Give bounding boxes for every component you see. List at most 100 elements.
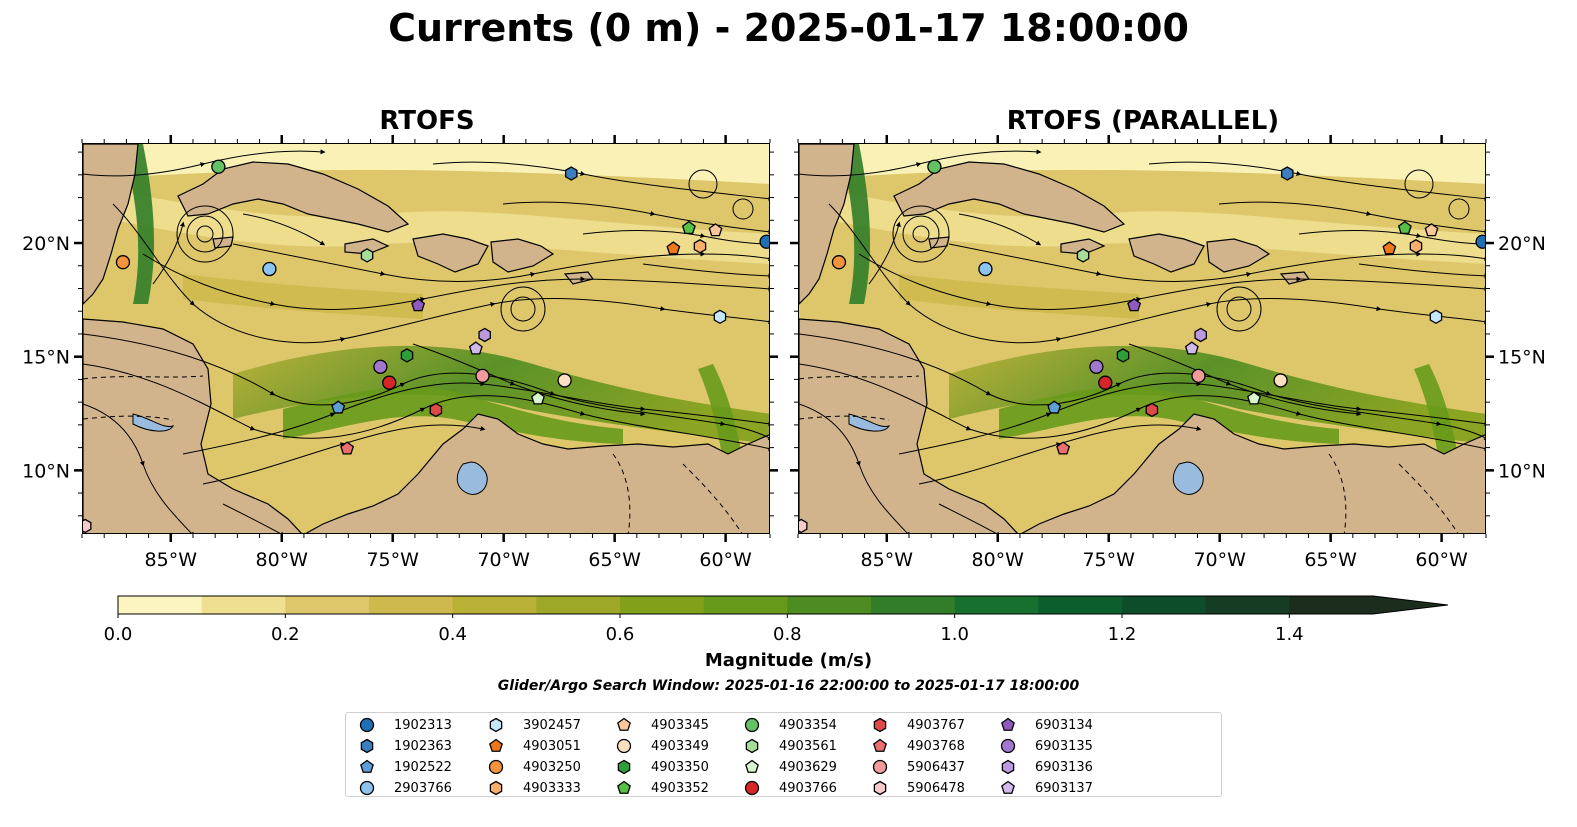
float-marker-5906478 (83, 518, 92, 533)
land-mass (799, 318, 1018, 533)
country-border (612, 453, 631, 533)
legend-entry-6903137: 6903137 (999, 778, 1093, 798)
colorbar-tick-label: 0.0 (103, 624, 133, 645)
figure-title: Currents (0 m) - 2025-01-17 18:00:00 (388, 6, 1189, 50)
float-legend: 1902313 1902363 1902522 2903766 3902457 49030… (345, 712, 1222, 797)
lon-tick-label: 85°W (861, 549, 914, 571)
legend-label: 4903350 (651, 759, 709, 775)
circle-icon (616, 738, 632, 754)
colorbar-segment (369, 596, 454, 614)
current-speed-band (83, 184, 769, 264)
lat-tick-label: 15°N (1498, 347, 1546, 369)
lon-tick-label: 75°W (366, 549, 419, 571)
float-marker-1902363 (564, 166, 578, 181)
eddy-streamline (196, 225, 214, 243)
legend-label: 4903333 (523, 780, 581, 796)
streamline (799, 403, 911, 533)
float-marker-6903137 (1184, 341, 1199, 355)
legend-entry-4903350: 4903350 (615, 757, 709, 777)
legend-label: 3902457 (523, 717, 581, 733)
land-mass (344, 238, 390, 255)
hexagon-icon (360, 738, 374, 754)
streamline (1218, 201, 1485, 235)
lon-tick-label: 85°W (145, 549, 198, 571)
streamline (412, 343, 646, 417)
colorbar (117, 595, 1449, 618)
legend-label: 4903766 (779, 780, 837, 796)
float-marker-6903134 (1127, 298, 1142, 312)
streamline (432, 161, 769, 202)
streamline (958, 213, 1042, 246)
lon-tick-label: 65°W (1304, 549, 1357, 571)
lon-tick-label: 75°W (1082, 549, 1135, 571)
legend-entry-4903767: 4903767 (871, 715, 965, 735)
float-marker-4903250 (115, 255, 131, 270)
colorbar-tick-label: 0.4 (438, 624, 467, 645)
legend-label: 1902313 (394, 717, 452, 733)
float-marker-6903135 (373, 359, 388, 374)
colorbar-segment (1205, 596, 1290, 614)
float-marker-3902457 (713, 309, 727, 325)
float-marker-4903768 (340, 441, 355, 455)
float-marker-4903350 (1116, 348, 1130, 363)
float-marker-1902313 (1475, 234, 1485, 249)
colorbar-segment (954, 596, 1039, 614)
legend-entry-4903051: 4903051 (487, 736, 581, 756)
legend-label: 1902522 (394, 759, 452, 775)
legend-entry-4903250: 4903250 (487, 757, 581, 777)
float-marker-6903134 (411, 298, 426, 312)
circle-icon (744, 780, 760, 796)
streamline (582, 229, 769, 247)
map-panel-rtofs (82, 143, 770, 534)
float-marker-5906437 (475, 368, 490, 384)
lon-tick-label: 80°W (256, 549, 309, 571)
pentagon-icon (360, 759, 374, 773)
legend-label: 6903134 (1035, 717, 1093, 733)
float-marker-4903333 (1409, 239, 1423, 254)
lon-tick-label: 60°W (699, 549, 752, 571)
lon-tick-label: 70°W (477, 549, 530, 571)
float-marker-4903345 (1424, 223, 1439, 237)
legend-label: 4903345 (651, 717, 709, 733)
colorbar-segment (1038, 596, 1123, 614)
hexagon-icon (1001, 759, 1015, 775)
eddy-streamline (892, 205, 950, 263)
legend-label: 4903767 (907, 717, 965, 733)
streamline (1128, 343, 1362, 417)
current-speed-band (123, 144, 155, 304)
eddy-streamline (912, 225, 930, 243)
streamline (799, 149, 1042, 177)
float-marker-6903135 (1089, 359, 1104, 374)
float-marker-1902522 (331, 400, 346, 414)
circle-icon (1000, 738, 1016, 754)
legend-entry-5906437: 5906437 (871, 757, 965, 777)
float-marker-2903766 (978, 261, 993, 277)
eddy-streamline (1216, 286, 1262, 332)
legend-entry-6903135: 6903135 (999, 736, 1093, 756)
eddy-streamline (732, 198, 754, 220)
hexagon-icon (873, 780, 887, 796)
lon-tick-label: 65°W (588, 549, 641, 571)
country-border (682, 463, 743, 533)
legend-entry-6903134: 6903134 (999, 715, 1093, 735)
eddy-streamline (510, 296, 536, 322)
float-marker-4903333 (693, 239, 707, 254)
circle-icon (872, 759, 888, 775)
colorbar-segment (285, 596, 370, 614)
float-marker-4903354 (211, 159, 226, 174)
country-border (799, 415, 890, 421)
legend-entry-4903561: 4903561 (743, 736, 837, 756)
float-marker-4903768 (1056, 441, 1071, 455)
eddy-streamline (1404, 169, 1434, 199)
streamline (232, 243, 769, 282)
float-marker-6903136 (1194, 327, 1207, 343)
float-marker-4903352 (681, 220, 696, 235)
float-marker-1902313 (759, 234, 769, 249)
legend-entry-3902457: 3902457 (487, 715, 581, 735)
pentagon-icon (873, 738, 887, 752)
circle-icon (488, 759, 504, 775)
lake (1172, 461, 1204, 495)
colorbar-segment (118, 596, 203, 614)
streamline (948, 243, 1485, 282)
circle-icon (359, 780, 375, 796)
